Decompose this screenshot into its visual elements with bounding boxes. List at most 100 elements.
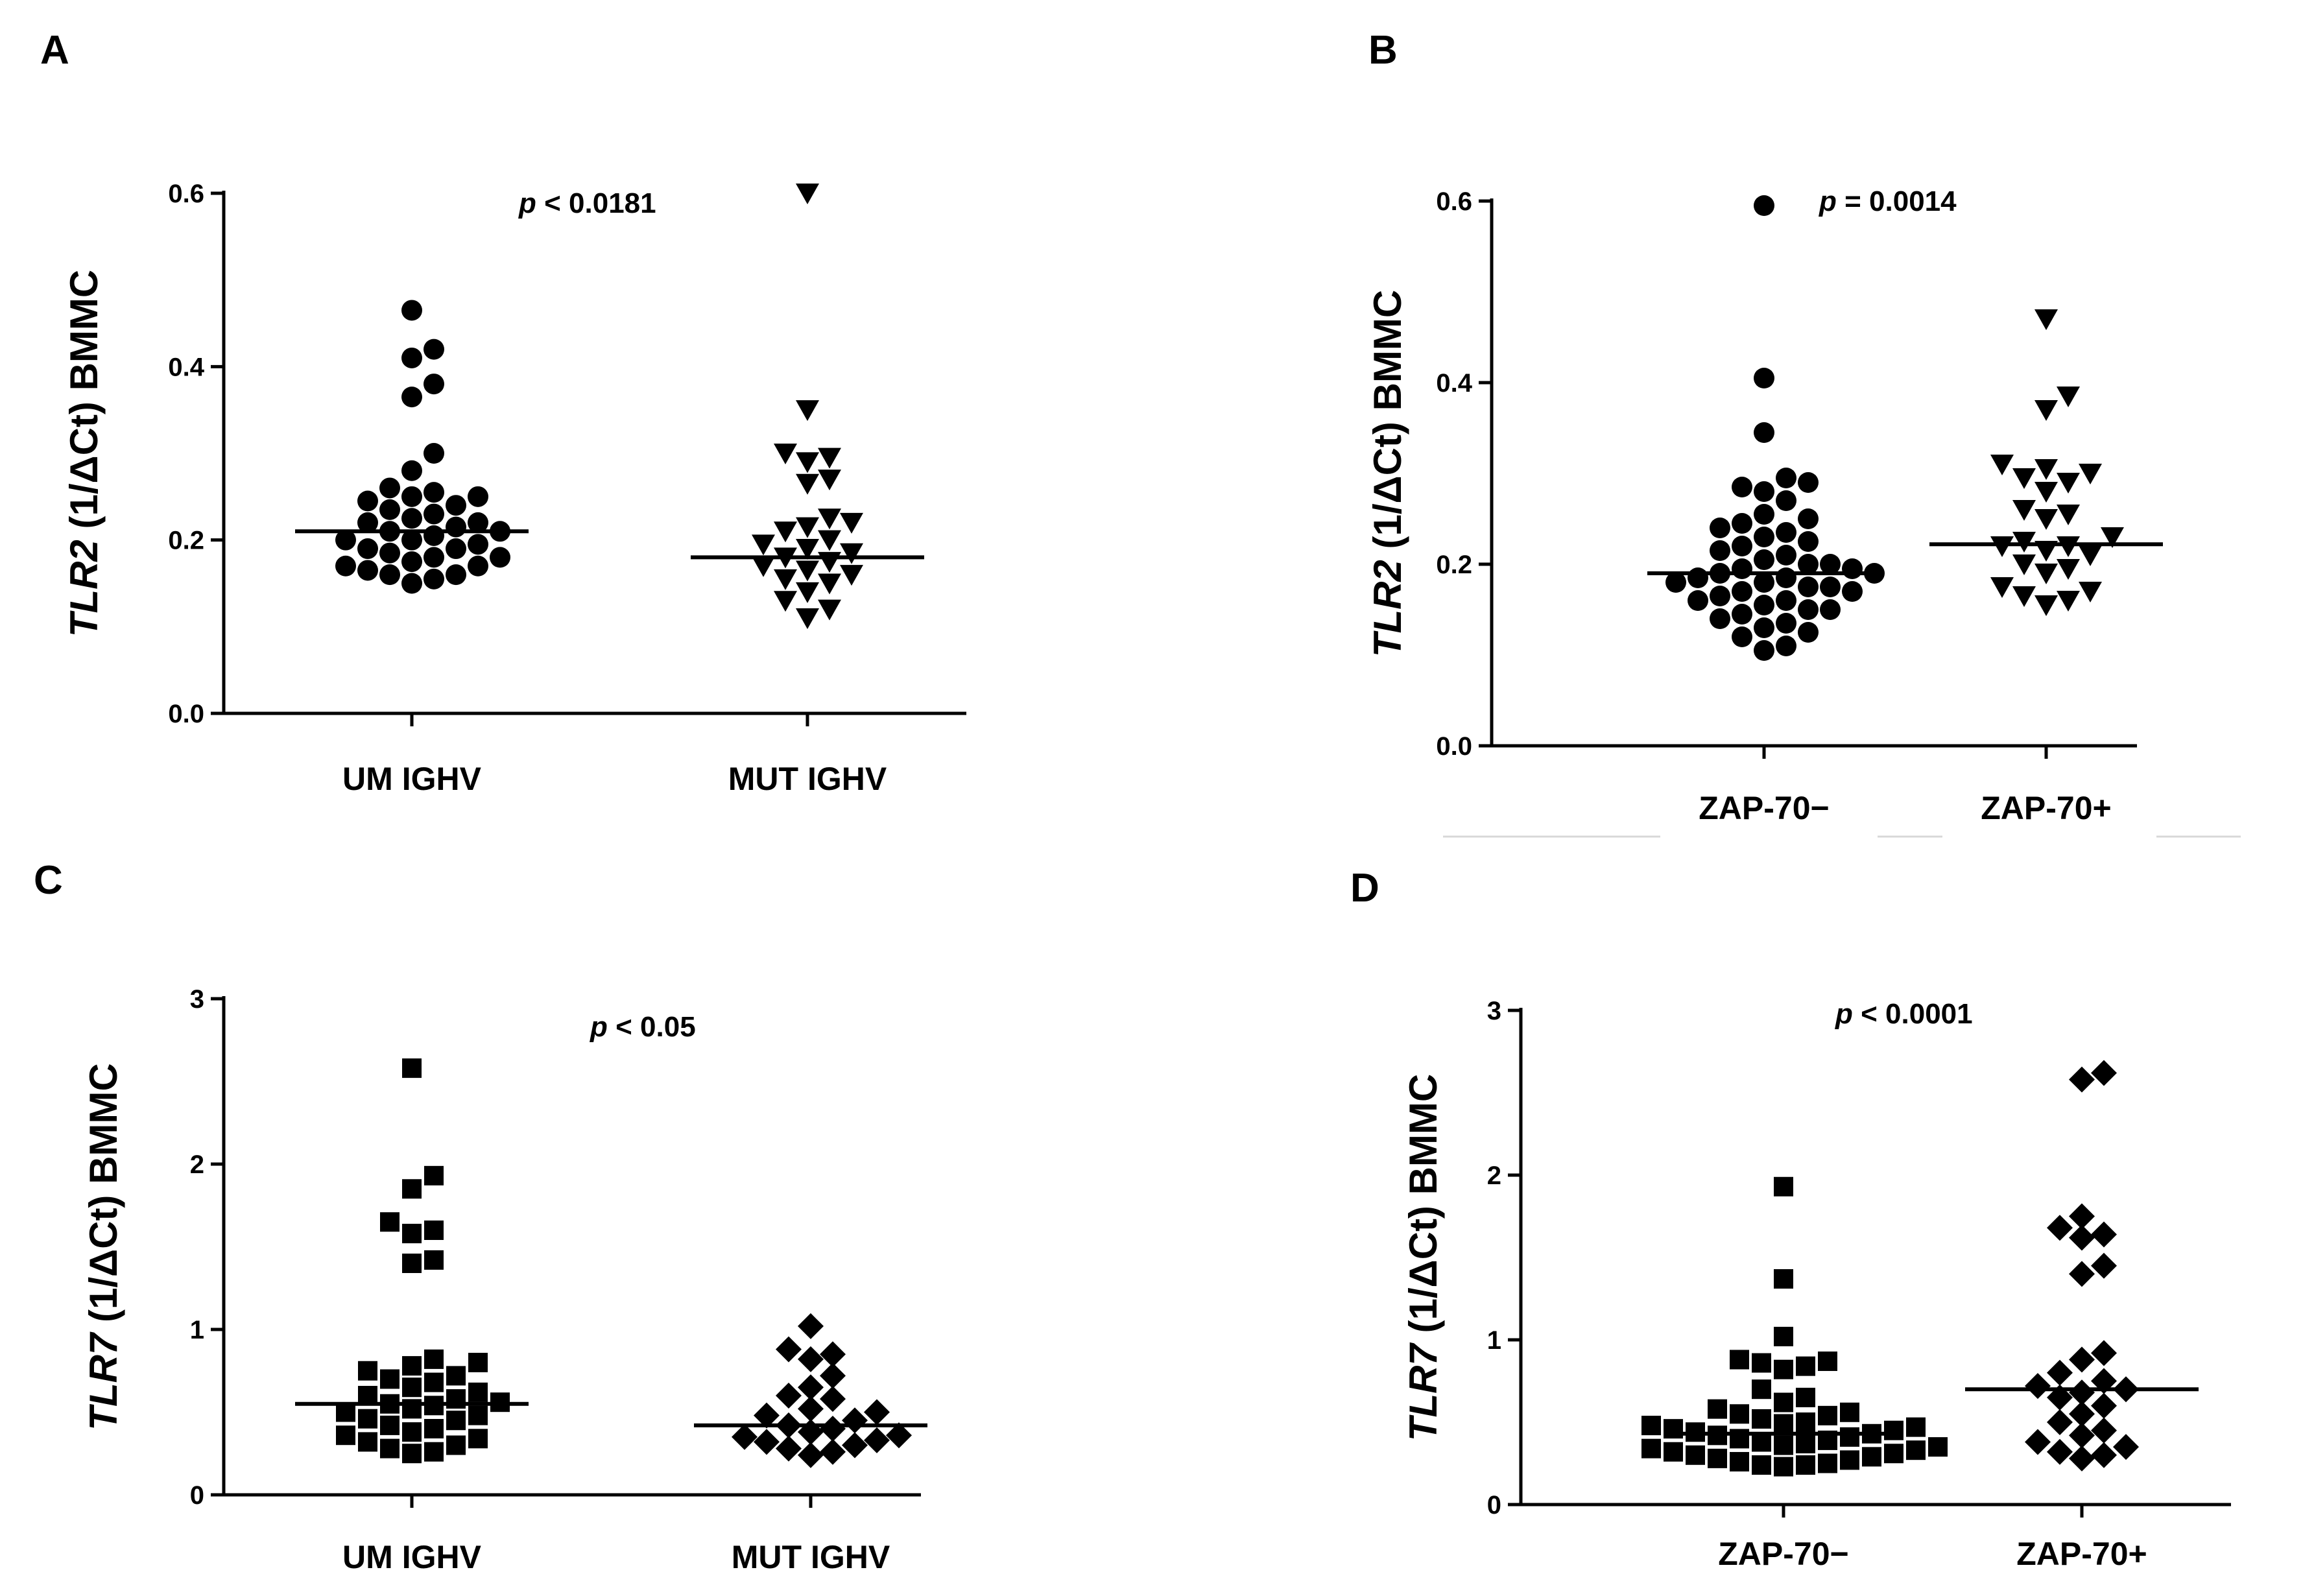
- data-point: [1752, 1455, 1771, 1475]
- data-point: [798, 1419, 824, 1446]
- data-point: [380, 1415, 400, 1435]
- data-point: [468, 1429, 488, 1449]
- data-point: [1774, 1176, 1793, 1197]
- data-point: [1688, 567, 1708, 588]
- y-tick-label: 3: [190, 985, 204, 1014]
- data-point: [468, 1382, 488, 1402]
- category-label: MUT IGHV: [728, 761, 887, 797]
- y-tick-label: 2: [1487, 1161, 1501, 1190]
- data-point: [2069, 1224, 2095, 1251]
- data-point: [2035, 459, 2058, 480]
- data-point: [752, 534, 775, 556]
- y-tick-label: 0: [1487, 1491, 1501, 1519]
- data-point: [1732, 536, 1752, 556]
- data-point: [754, 1429, 780, 1455]
- data-point: [358, 1432, 377, 1452]
- data-point: [1818, 1405, 1837, 1425]
- data-point: [402, 1422, 422, 1442]
- data-point: [1688, 590, 1708, 611]
- p-value: p = 0.0014: [1819, 185, 1957, 217]
- data-point: [446, 538, 466, 560]
- data-point: [2047, 1438, 2073, 1465]
- data-point: [1776, 613, 1796, 634]
- panel-c: C 0 1 2 3 UM IGHV MUT IGHV TLR7 (1/ΔCt) BMMC p <…: [34, 858, 927, 1575]
- data-point: [424, 443, 444, 464]
- data-point: [1818, 1352, 1837, 1372]
- data-point: [798, 1442, 824, 1468]
- y-tick-label: 0.4: [1436, 369, 1472, 398]
- data-point: [2069, 1346, 2095, 1373]
- data-point: [424, 1419, 444, 1438]
- data-point: [886, 1422, 912, 1449]
- data-point: [2069, 1379, 2095, 1406]
- data-point: [1928, 1437, 1948, 1457]
- data-point: [2047, 1409, 2073, 1435]
- data-point: [402, 1444, 422, 1464]
- data-point: [424, 547, 444, 568]
- data-point: [798, 1313, 824, 1339]
- data-point: [776, 1435, 802, 1462]
- data-point: [357, 490, 378, 512]
- data-point: [2079, 464, 2102, 484]
- data-point: [796, 184, 819, 204]
- data-point: [864, 1399, 890, 1425]
- y-axis-label: TLR2 (1/ΔCt) BMMC: [1366, 290, 1409, 657]
- y-tick-label: 3: [1487, 997, 1501, 1025]
- data-point: [2069, 1261, 2095, 1287]
- data-point: [1641, 1416, 1661, 1436]
- data-point: [798, 1374, 824, 1401]
- data-point: [1798, 622, 1819, 643]
- data-point: [2035, 400, 2058, 421]
- data-point: [1730, 1404, 1749, 1424]
- data-point: [2069, 1422, 2095, 1449]
- data-point: [2025, 1373, 2051, 1399]
- panel-label: D: [1350, 866, 1379, 911]
- y-tick-label: 0.4: [168, 353, 204, 381]
- data-point: [1754, 640, 1774, 661]
- p-symbol: p: [1819, 185, 1837, 217]
- p-value-text: < 0.05: [608, 1011, 696, 1043]
- data-point: [401, 300, 422, 321]
- data-point: [380, 1212, 400, 1232]
- data-point: [1774, 1392, 1793, 1412]
- data-point: [796, 608, 819, 629]
- data-point: [1730, 1451, 1749, 1471]
- data-point: [774, 521, 797, 543]
- data-point: [864, 1427, 890, 1453]
- p-value: p < 0.05: [590, 1011, 696, 1043]
- data-point: [468, 1405, 488, 1425]
- data-point: [357, 560, 378, 581]
- data-point: [1796, 1434, 1815, 1454]
- data-point: [842, 1407, 868, 1434]
- data-point: [1774, 1435, 1793, 1455]
- data-point: [1842, 581, 1863, 602]
- panel-label: C: [34, 858, 63, 903]
- data-point: [2057, 591, 2080, 612]
- data-point: [424, 525, 444, 546]
- data-point: [796, 539, 819, 560]
- data-point: [774, 444, 797, 464]
- data-point: [1990, 455, 2014, 475]
- data-point: [796, 400, 819, 422]
- data-point: [1752, 1409, 1771, 1429]
- data-point: [446, 1411, 466, 1431]
- data-point: [776, 1336, 802, 1363]
- p-value: p < 0.0001: [1835, 998, 1973, 1030]
- data-point: [798, 1396, 824, 1422]
- p-value: p < 0.0181: [518, 187, 656, 219]
- y-tick-label: 0: [190, 1481, 204, 1510]
- data-point: [2012, 532, 2036, 553]
- data-point: [820, 1438, 846, 1465]
- gene-name: TLR2: [1366, 560, 1409, 657]
- panel-b: B 0.0 0.2 0.4 0.6 ZAP-70− ZAP-70+ TLR2 (1/ΔCt) …: [1366, 28, 2241, 838]
- data-point: [1732, 581, 1752, 602]
- data-point: [2101, 527, 2124, 548]
- data-point: [424, 1349, 444, 1369]
- data-point: [401, 508, 422, 529]
- data-point: [2057, 387, 2080, 407]
- y-axis-label: TLR7 (1/ΔCt) BMMC: [1402, 1074, 1445, 1441]
- data-point: [818, 470, 841, 491]
- data-point: [2091, 1252, 2117, 1279]
- data-point: [424, 1372, 444, 1392]
